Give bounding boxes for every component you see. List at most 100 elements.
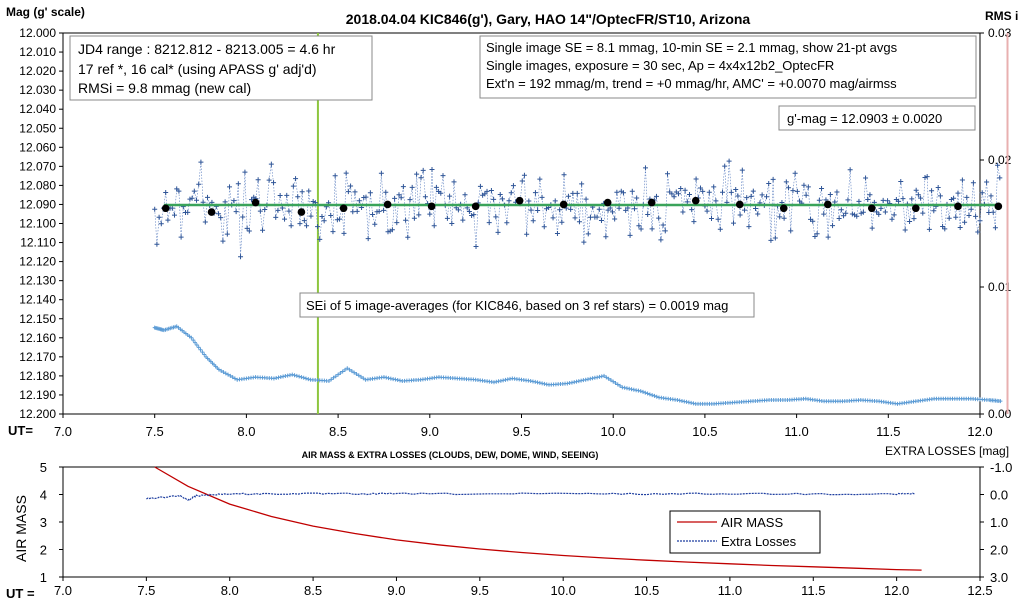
single-image-point	[689, 207, 695, 213]
single-image-point	[506, 198, 512, 204]
single-image-point	[440, 173, 446, 179]
single-image-point	[499, 196, 505, 202]
single-image-point	[249, 197, 255, 203]
bottom-x-tick-label: 8.5	[304, 583, 322, 598]
single-image-point	[240, 214, 246, 220]
single-image-point	[447, 193, 453, 199]
bottom-x-tick-label: 11.0	[718, 583, 742, 598]
single-image-point	[174, 186, 180, 192]
single-image-point	[744, 195, 750, 201]
single-image-point	[297, 221, 303, 227]
single-image-point	[332, 173, 338, 179]
single-image-point	[766, 181, 772, 187]
single-image-point	[299, 189, 305, 195]
single-image-point	[405, 234, 411, 240]
rms-point	[340, 369, 345, 374]
top-title: 2018.04.04 KIC846(g'), Gary, HAO 14"/Opt…	[346, 11, 751, 27]
single-image-point	[979, 190, 985, 196]
top-x-tick-label: 7.0	[54, 424, 72, 439]
single-image-point	[279, 205, 285, 211]
single-image-point	[616, 205, 622, 211]
single-image-point	[275, 207, 281, 213]
single-image-point	[317, 236, 323, 242]
single-image-point	[594, 214, 600, 220]
single-image-point	[271, 180, 277, 186]
rms-point	[292, 373, 297, 378]
single-image-point	[867, 192, 873, 198]
single-image-point	[266, 177, 272, 183]
single-image-point	[636, 223, 642, 229]
single-image-point	[720, 189, 726, 195]
single-image-point	[726, 158, 732, 164]
single-image-point	[957, 225, 963, 231]
single-image-point	[955, 190, 961, 196]
single-image-point	[878, 205, 884, 211]
single-image-point	[838, 207, 844, 213]
single-image-point	[260, 227, 266, 233]
rms-point	[226, 372, 231, 377]
bottom-legend: AIR MASS Extra Losses	[669, 510, 821, 554]
single-image-point	[455, 207, 461, 213]
single-image-point	[238, 254, 244, 260]
single-image-point	[631, 206, 637, 212]
rms-point	[618, 383, 623, 388]
top-y-tick-label: 12.100	[19, 217, 56, 231]
single-image-point	[722, 163, 728, 169]
top-y-tick-label: 12.050	[19, 121, 56, 135]
single-image-point	[902, 227, 908, 233]
rms-point	[200, 350, 205, 355]
sei-text: SEi of 5 image-averages (for KIC846, bas…	[306, 298, 728, 313]
single-image-point	[420, 167, 426, 173]
single-image-point	[273, 214, 279, 220]
rms-point	[608, 378, 613, 383]
single-image-point	[997, 175, 1003, 181]
single-image-point	[711, 184, 717, 190]
bottom-x-tick-label: 7.5	[137, 583, 155, 598]
top-y2-tick-label: 0.02	[988, 153, 1012, 167]
top-y2-tick-label: 0.00	[988, 407, 1012, 421]
single-image-point	[737, 212, 743, 218]
single-image-point	[557, 207, 563, 213]
single-image-point	[587, 214, 593, 220]
single-image-point	[519, 178, 525, 184]
single-image-point	[343, 170, 349, 176]
top-y-tick-label: 12.130	[19, 274, 56, 288]
single-image-point	[585, 231, 591, 237]
single-image-point	[352, 189, 358, 195]
single-image-point	[579, 181, 585, 187]
single-image-point	[733, 187, 739, 193]
single-image-point	[418, 175, 424, 181]
single-image-point	[931, 208, 937, 214]
top-x-tick-label: 11.0	[784, 424, 808, 439]
single-image-point	[290, 183, 296, 189]
single-image-point	[154, 241, 160, 247]
bottom-y-tick-label: 1	[40, 570, 47, 585]
single-image-point	[218, 215, 224, 221]
single-image-point	[552, 198, 558, 204]
single-image-point	[345, 189, 351, 195]
single-image-point	[574, 190, 580, 196]
rms-point	[191, 338, 196, 343]
single-image-point	[185, 209, 191, 215]
single-image-point	[262, 207, 268, 213]
top-y-tick-label: 12.060	[19, 140, 56, 154]
right-info-box: Single image SE = 8.1 mmag, 10-min SE = …	[479, 35, 977, 99]
rms-point	[202, 352, 207, 357]
bottom-y-axis-label: AIR MASS	[13, 495, 29, 562]
top-x-tick-label: 8.0	[237, 424, 255, 439]
single-image-point	[198, 159, 204, 165]
bottom-y-tick-label: 5	[40, 460, 47, 475]
single-image-point	[891, 212, 897, 218]
bottom-x-tick-label: 10.5	[634, 583, 659, 598]
single-image-point	[964, 194, 970, 200]
top-x-tick-label: 10.0	[601, 424, 626, 439]
single-image-point	[977, 218, 983, 224]
rms-point	[299, 375, 304, 380]
single-image-point	[634, 195, 640, 201]
left-info-line-3: RMSi = 9.8 mmag (new cal)	[78, 80, 251, 96]
bottom-x-tick-label: 12.0	[884, 583, 909, 598]
single-image-point	[686, 191, 692, 197]
single-image-point	[805, 184, 811, 190]
top-y-tick-label: 12.080	[19, 178, 56, 192]
